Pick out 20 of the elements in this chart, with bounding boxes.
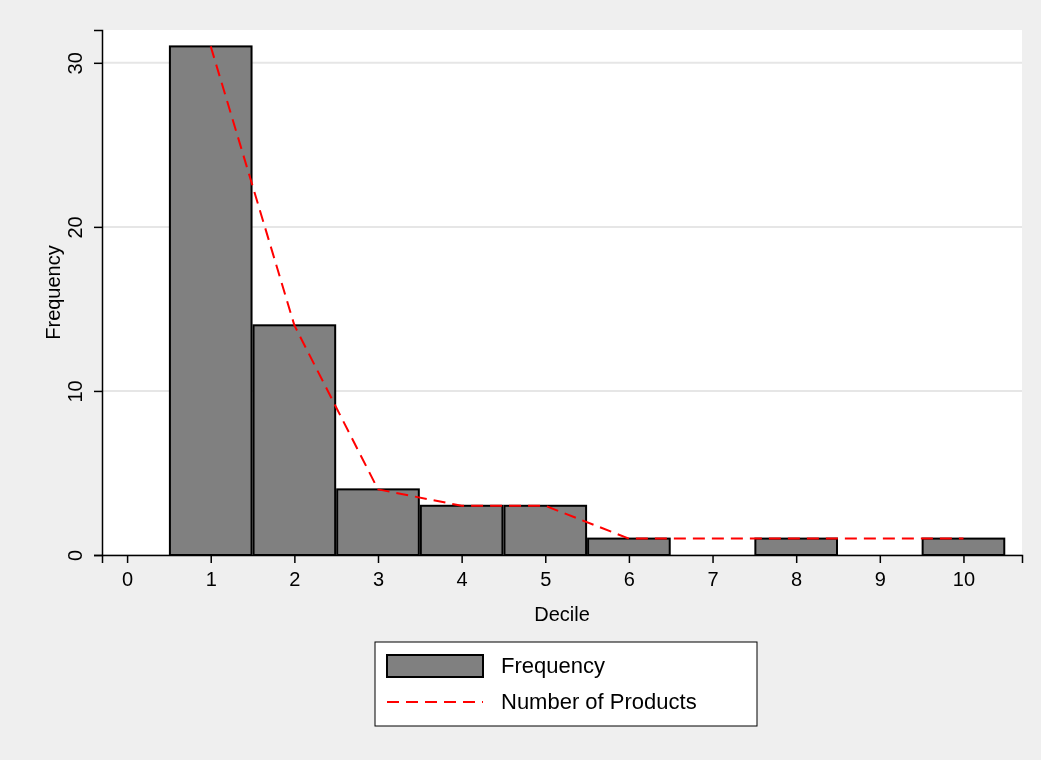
x-tick-label: 3 bbox=[372, 568, 385, 590]
y-axis-title: Frequency bbox=[42, 245, 64, 340]
x-tick-label: 2 bbox=[289, 568, 301, 590]
x-tick-label: 9 bbox=[874, 568, 886, 590]
x-tick-label: 10 bbox=[952, 568, 976, 590]
legend-label: Frequency bbox=[501, 653, 605, 678]
y-tick-label: 10 bbox=[64, 380, 86, 403]
x-tick-label: 5 bbox=[540, 568, 552, 590]
x-tick-label: 6 bbox=[623, 568, 635, 590]
y-tick-label: 30 bbox=[64, 52, 86, 75]
legend-label: Number of Products bbox=[501, 689, 697, 714]
x-tick-label: 1 bbox=[205, 568, 217, 590]
y-tick-label: 20 bbox=[64, 216, 86, 239]
line-series bbox=[209, 45, 965, 540]
x-tick-label: 8 bbox=[791, 568, 803, 590]
x-tick-label: 7 bbox=[707, 568, 719, 590]
x-axis-title: Decile bbox=[534, 603, 590, 625]
x-tick-label: 4 bbox=[456, 568, 468, 590]
y-tick-label: 0 bbox=[64, 549, 86, 562]
x-tick-label: 0 bbox=[122, 568, 134, 590]
